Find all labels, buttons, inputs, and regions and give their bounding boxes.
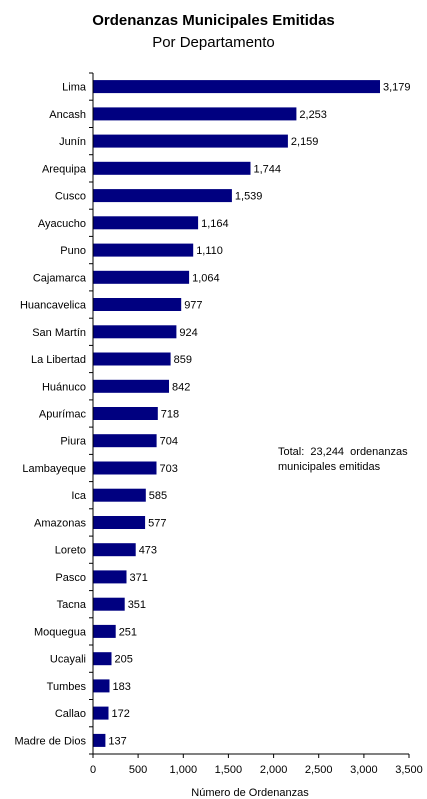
category-label: Huancavelica	[20, 300, 87, 312]
value-label: 183	[113, 681, 131, 693]
x-tick-label: 1,000	[170, 764, 198, 776]
value-label: 585	[149, 490, 167, 502]
bar	[93, 325, 177, 339]
value-label: 473	[139, 545, 157, 557]
x-tick-label: 3,500	[395, 764, 423, 776]
bar	[93, 80, 380, 94]
annotation-line-1: Total: 23,244 ordenanzas	[278, 446, 408, 458]
bar	[93, 597, 125, 611]
category-label: Amazonas	[34, 518, 86, 530]
category-label: Pasco	[55, 572, 86, 584]
value-label: 1,110	[196, 245, 223, 257]
category-label: La Libertad	[31, 354, 86, 366]
bar	[93, 652, 112, 666]
bar	[93, 189, 232, 203]
category-label: Puno	[60, 245, 86, 257]
bar	[93, 434, 157, 448]
annotation-line-2: municipales emitidas	[278, 461, 381, 473]
value-label: 3,179	[383, 82, 411, 94]
category-label: Apurímac	[39, 409, 87, 421]
bar	[93, 461, 157, 475]
value-label: 1,164	[201, 218, 229, 230]
bar	[93, 407, 158, 420]
bar	[93, 679, 110, 693]
category-label: Cusco	[55, 191, 86, 203]
bar	[93, 706, 109, 720]
x-tick-label: 0	[90, 764, 96, 776]
value-label: 1,064	[192, 272, 220, 284]
bar	[93, 379, 169, 393]
x-tick-label: 1,500	[215, 764, 243, 776]
total-annotation: Total: 23,244 ordenanzas municipales emi…	[278, 445, 408, 475]
x-tick-label: 500	[129, 764, 147, 776]
value-label: 977	[184, 300, 202, 312]
bar	[93, 161, 251, 175]
category-label: Piura	[60, 436, 87, 448]
category-label: Ucayali	[50, 654, 86, 666]
value-label: 251	[119, 626, 137, 638]
value-label: 1,539	[235, 191, 263, 203]
value-label: 172	[112, 708, 130, 720]
category-label: Tumbes	[47, 681, 87, 693]
value-label: 2,159	[291, 136, 319, 148]
value-label: 2,253	[299, 109, 327, 121]
bar	[93, 107, 297, 121]
value-label: 842	[172, 381, 190, 393]
bar	[93, 570, 127, 584]
category-label: Madre de Dios	[14, 735, 86, 747]
bar	[93, 352, 171, 366]
value-label: 924	[179, 327, 197, 339]
bar	[93, 733, 106, 747]
bar	[93, 270, 190, 284]
category-label: Huánuco	[42, 381, 86, 393]
value-label: 137	[108, 735, 126, 747]
category-label: Junín	[59, 136, 86, 148]
category-label: Ica	[71, 490, 87, 502]
category-label: Loreto	[55, 545, 86, 557]
category-label: Cajamarca	[33, 272, 87, 284]
value-label: 577	[148, 518, 166, 530]
category-label: Lima	[62, 82, 87, 94]
value-label: 704	[160, 436, 178, 448]
bar	[93, 243, 194, 257]
x-tick-label: 2,000	[260, 764, 288, 776]
category-label: Arequipa	[42, 163, 87, 175]
chart-subtitle: Por Departamento	[152, 34, 275, 51]
bars-group: 3,179 2,253 2,159 1,744 1,539 1,164 1,110 1,064…	[93, 80, 411, 747]
category-label: Ayacucho	[38, 218, 86, 230]
bar	[93, 488, 146, 502]
x-tick-label: 3,000	[350, 764, 378, 776]
bar	[93, 134, 288, 148]
category-label: Tacna	[57, 599, 87, 611]
value-label: 1,744	[254, 163, 282, 175]
value-label: 205	[115, 654, 133, 666]
bar	[93, 216, 199, 230]
value-label: 703	[160, 463, 178, 475]
category-label: Moquegua	[34, 626, 87, 638]
category-label: Callao	[55, 708, 86, 720]
value-label: 371	[130, 572, 148, 584]
value-label: 351	[128, 599, 146, 611]
bar	[93, 298, 182, 311]
axes-group: Lima Ancash Junín Arequipa Cusco Ayacucho Puno…	[14, 72, 423, 776]
value-label: 718	[161, 409, 179, 421]
chart-title: Ordenanzas Municipales Emitidas	[92, 12, 335, 29]
bar	[93, 516, 146, 529]
x-axis-label: Número de Ordenanzas	[191, 787, 309, 799]
x-tick-label: 2,500	[305, 764, 333, 776]
category-label: San Martín	[32, 327, 86, 339]
category-label: Ancash	[49, 109, 86, 121]
bar	[93, 624, 116, 638]
category-label: Lambayeque	[22, 463, 86, 475]
value-label: 859	[174, 354, 192, 366]
bar	[93, 543, 136, 557]
